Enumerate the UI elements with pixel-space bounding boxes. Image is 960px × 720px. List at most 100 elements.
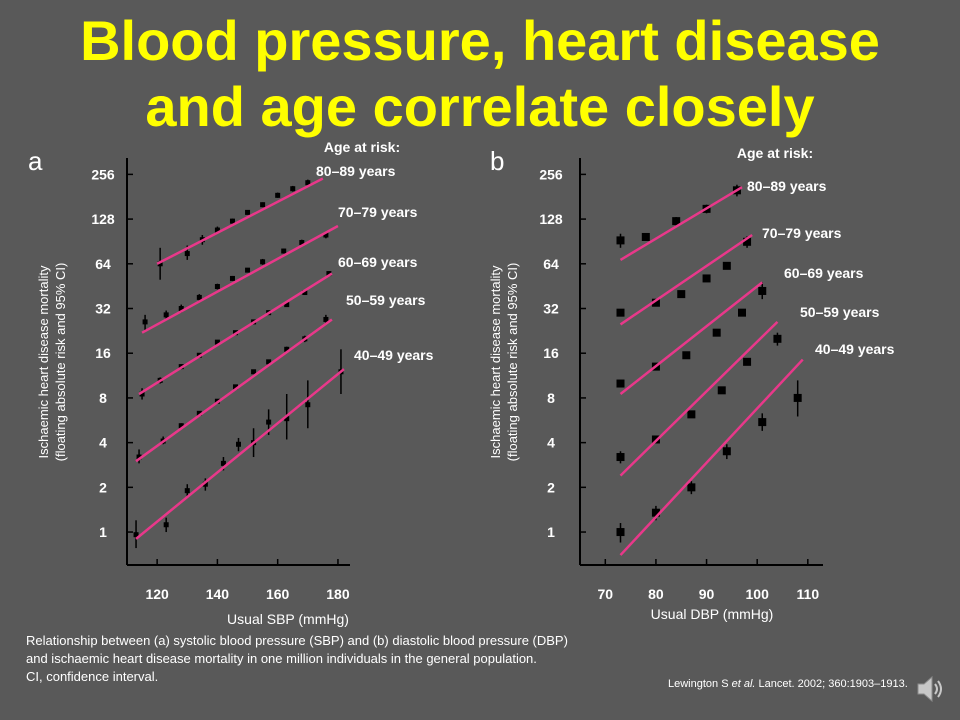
series-3: 50–59 years [616,304,880,477]
series-2: 60–69 years [138,254,418,400]
data-point [773,334,782,343]
speaker-icon[interactable] [913,672,947,706]
caption-line1: Relationship between (a) systolic blood … [26,633,568,648]
data-point [245,267,251,273]
y-tick-label: 2 [547,479,555,495]
data-point [284,346,290,352]
data-point [616,308,625,317]
chart-b: 1 2 4 8 16 32 64 128 256 70 80 90 100 110 Usual DBP (m… [488,145,895,622]
data-point [616,528,625,537]
data-point [651,508,660,517]
data-point [284,302,290,308]
series-label: 80–89 years [747,178,827,194]
data-point [260,259,266,265]
data-point [305,180,311,186]
x-tick-label: 70 [598,586,614,602]
data-point [682,351,691,360]
slide-title-line1: Blood pressure, heart disease [80,9,880,72]
data-point [184,251,190,257]
series-label: 80–89 years [316,163,396,179]
data-point [142,319,148,325]
fit-line [619,233,753,326]
series-2: 60–69 years [616,265,864,395]
y-tick-label: 16 [543,345,559,361]
data-point [284,416,290,422]
data-point [717,386,726,395]
series-4: 40–49 years [616,341,895,556]
data-point [305,402,311,408]
y-tick-label: 64 [95,256,111,272]
data-point [133,532,139,538]
data-point [232,384,238,390]
y-tick-label: 4 [547,435,555,451]
data-point [275,192,281,198]
data-point [677,290,686,299]
series-label: 50–59 years [800,304,880,320]
citation-author: Lewington S [668,678,732,690]
data-point [743,237,752,246]
data-point [178,306,184,312]
x-tick-label: 180 [326,586,350,602]
y-tick-label: 128 [539,211,563,227]
figure-caption: Relationship between (a) systolic blood … [26,632,726,686]
panel-a-label: a [28,146,43,176]
fit-line [138,272,333,396]
data-point [722,447,731,456]
data-point [245,209,251,215]
legend-title: Age at risk: [737,145,813,161]
data-point [260,202,266,208]
data-point [196,294,202,300]
y-axis-label-line1: Ischaemic heart disease mortality [36,265,51,458]
series-1: 70–79 years [616,225,842,326]
data-point [738,308,746,317]
y-axis-label-line1: Ischaemic heart disease mortality [488,265,503,458]
x-axis-label: Usual DBP (mmHg) [651,606,774,622]
series-0: 80–89 years [616,178,827,261]
data-point [136,454,142,460]
data-point [616,453,625,462]
data-point [178,423,184,429]
data-point [687,483,696,492]
data-point [220,460,226,466]
fit-line [619,281,764,395]
data-point [229,218,235,224]
data-point [702,274,711,283]
data-point [196,410,202,416]
series-label: 70–79 years [762,225,842,241]
data-point [214,339,220,345]
data-point [202,481,208,487]
y-tick-label: 32 [95,301,111,317]
fit-line [141,224,339,334]
data-point [163,522,169,528]
caption-line3: CI, confidence interval. [26,669,159,684]
data-point [214,227,220,233]
x-axis-label: Usual SBP (mmHg) [227,611,349,627]
data-point [163,312,169,318]
x-tick-label: 160 [266,586,290,602]
y-tick-label: 128 [91,211,115,227]
data-point [251,369,257,375]
panel-b-label: b [490,146,505,176]
data-point [641,232,650,241]
fit-line [156,177,324,265]
fit-line [619,186,743,261]
y-tick-label: 8 [547,390,555,406]
slide-title-line2: and age correlate closely [145,75,815,138]
data-point [229,275,235,281]
x-tick-label: 100 [746,586,770,602]
data-point [214,284,220,290]
citation-journal: Lancet. [755,678,795,690]
legend-title: Age at risk: [324,139,400,155]
data-point [290,186,296,192]
series-label: 60–69 years [784,265,864,281]
data-point [651,298,660,307]
data-point [139,391,145,397]
y-tick-label: 256 [91,166,115,182]
y-tick-label: 1 [547,524,555,540]
y-tick-label: 16 [95,345,111,361]
y-axis-label-line2: (floating absolute risk and 95% CI) [505,263,520,462]
data-point [616,379,625,388]
data-point [323,316,329,322]
data-point [266,359,272,365]
